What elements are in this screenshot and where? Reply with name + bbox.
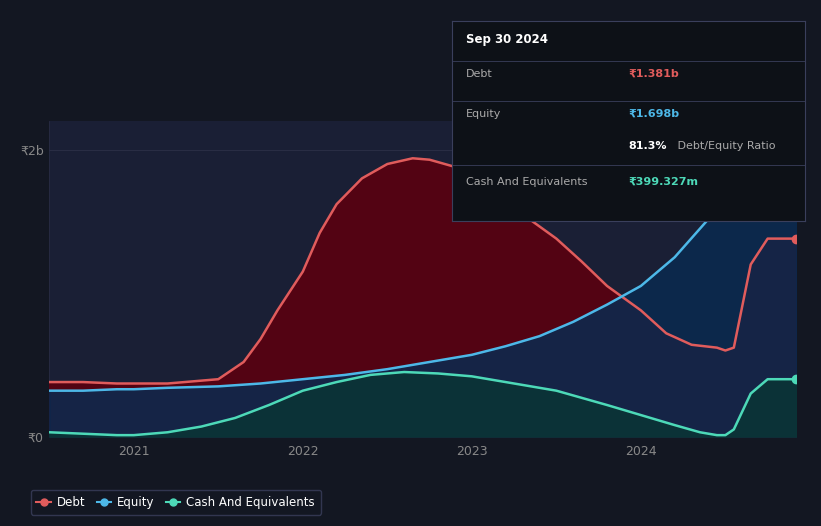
Text: Debt: Debt (466, 69, 493, 79)
Text: ₹399.327m: ₹399.327m (628, 177, 698, 187)
Text: ₹1.381b: ₹1.381b (628, 69, 679, 79)
Legend: Debt, Equity, Cash And Equivalents: Debt, Equity, Cash And Equivalents (30, 490, 321, 515)
Text: ₹1.698b: ₹1.698b (628, 109, 679, 119)
Text: Equity: Equity (466, 109, 501, 119)
Text: Cash And Equivalents: Cash And Equivalents (466, 177, 587, 187)
Text: Sep 30 2024: Sep 30 2024 (466, 33, 548, 46)
Text: 81.3%: 81.3% (628, 141, 667, 151)
Text: Debt/Equity Ratio: Debt/Equity Ratio (674, 141, 776, 151)
